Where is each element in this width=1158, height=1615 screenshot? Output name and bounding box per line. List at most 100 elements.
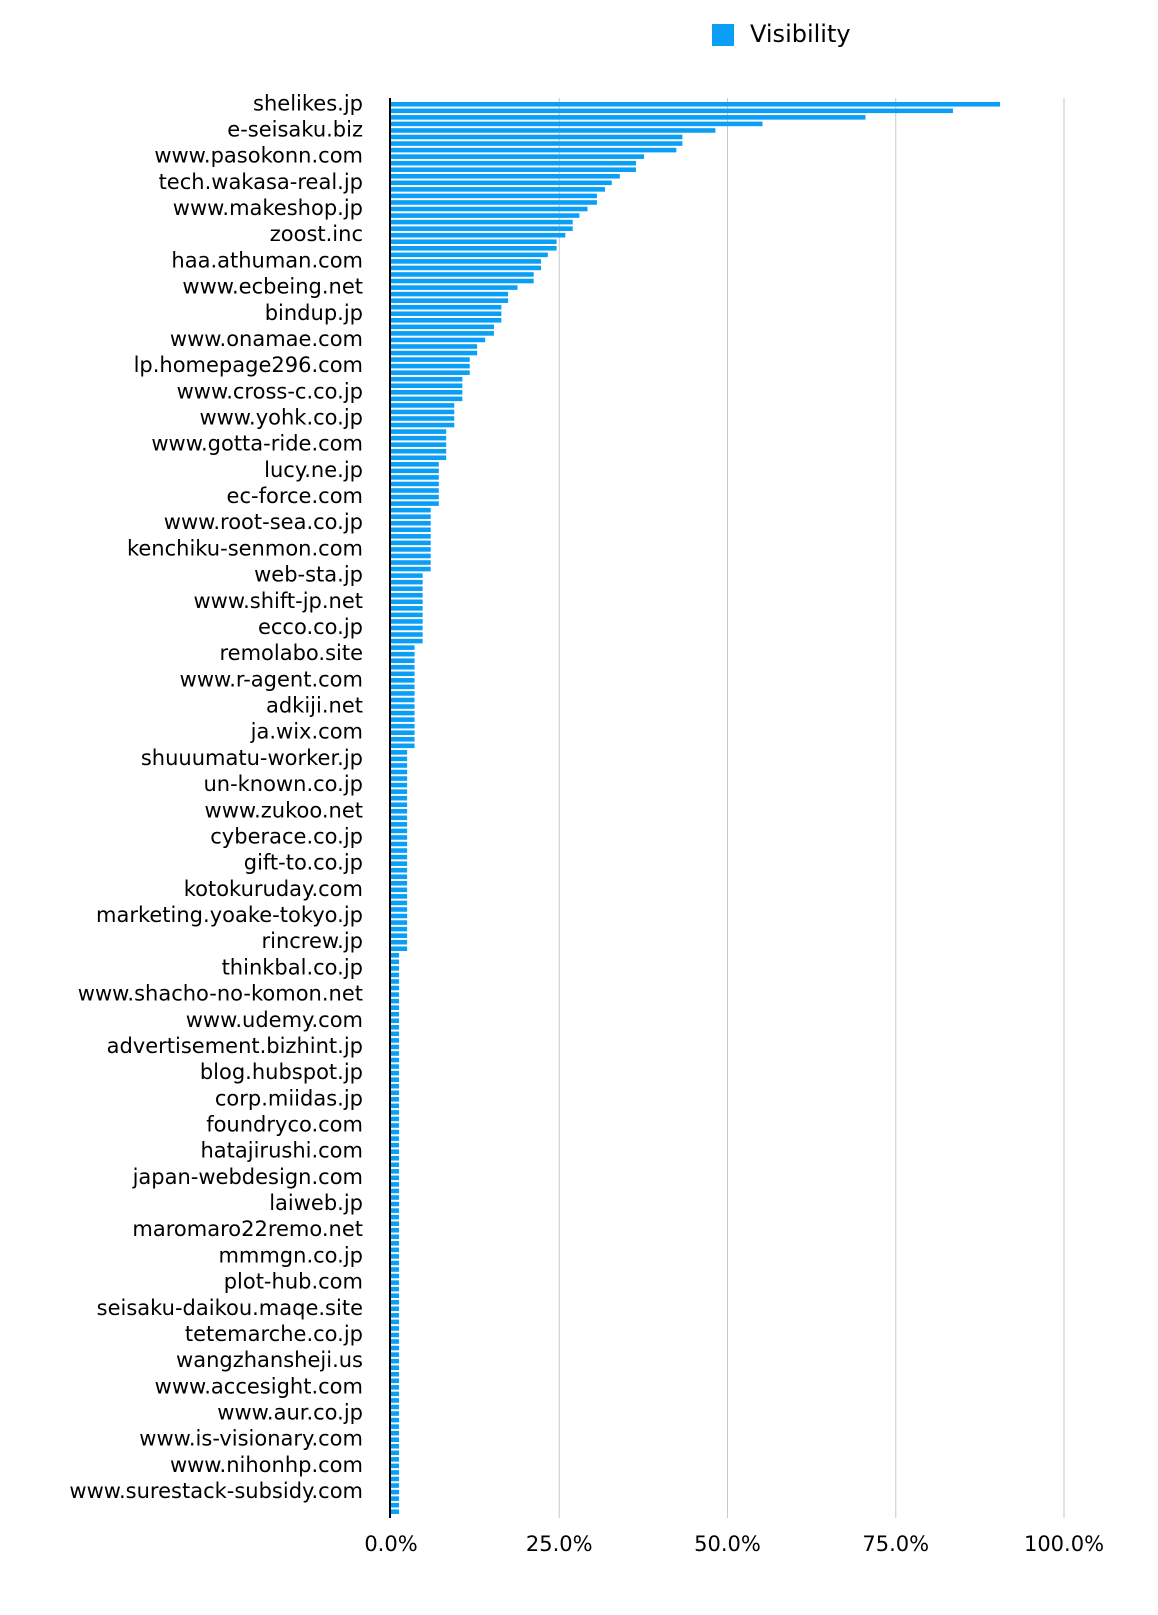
- bar: [391, 200, 597, 205]
- bar: [391, 697, 415, 703]
- bar: [391, 1201, 400, 1207]
- bar: [391, 272, 534, 277]
- bar: [391, 507, 431, 513]
- bar: [391, 750, 408, 755]
- bar: [391, 246, 557, 251]
- bar: [391, 717, 415, 722]
- category-label: cyberace.co.jp: [210, 824, 363, 848]
- bar: [391, 331, 494, 336]
- bar: [391, 874, 408, 880]
- bar: [391, 566, 431, 572]
- category-label: www.ecbeing.net: [182, 275, 363, 299]
- bar: [391, 121, 763, 127]
- bar: [391, 527, 431, 533]
- bar: [391, 1188, 400, 1194]
- bar: [391, 638, 423, 644]
- bar: [391, 219, 573, 225]
- bar: [391, 363, 470, 369]
- bar: [391, 435, 447, 441]
- category-label: www.shift-jp.net: [194, 589, 364, 613]
- bar: [391, 462, 439, 467]
- bar: [391, 1077, 400, 1082]
- bar: [391, 108, 953, 114]
- bar: [391, 939, 408, 945]
- bar: [391, 1241, 400, 1246]
- bar: [391, 193, 597, 199]
- bar: [391, 1018, 400, 1024]
- bar: [391, 1005, 400, 1010]
- bar: [391, 684, 415, 690]
- category-label: www.udemy.com: [186, 1008, 363, 1032]
- bar: [391, 298, 509, 303]
- bar: [391, 1339, 400, 1344]
- bar: [391, 953, 400, 958]
- bar: [391, 815, 408, 821]
- category-label: bindup.jp: [265, 301, 363, 325]
- bar: [391, 304, 502, 310]
- category-label: marketing.yoake-tokyo.jp: [96, 903, 363, 927]
- category-label: www.yohk.co.jp: [199, 406, 363, 430]
- bar: [391, 173, 620, 179]
- bar: [391, 736, 415, 742]
- bar: [391, 501, 439, 506]
- bar: [391, 187, 606, 192]
- bar: [391, 730, 415, 736]
- bar: [391, 1286, 400, 1292]
- bar: [391, 867, 408, 873]
- bar: [391, 795, 408, 801]
- bar: [391, 403, 455, 408]
- bar: [391, 802, 408, 808]
- bar: [391, 422, 455, 428]
- category-label: www.accesight.com: [155, 1374, 363, 1398]
- category-label: www.cross-c.co.jp: [177, 379, 363, 403]
- bar: [391, 1502, 400, 1508]
- bar: [391, 206, 588, 212]
- x-tick-label: 25.0%: [526, 1532, 593, 1556]
- category-label: hatajirushi.com: [200, 1139, 363, 1163]
- bar: [391, 1463, 400, 1469]
- bar: [391, 429, 447, 434]
- bar: [391, 579, 423, 585]
- bar: [391, 664, 415, 670]
- bar: [391, 756, 408, 762]
- bar: [391, 586, 423, 591]
- bar: [391, 547, 431, 552]
- bar: [391, 1313, 400, 1318]
- bar: [391, 252, 548, 258]
- bar: [391, 678, 415, 683]
- bar: [391, 1496, 400, 1501]
- bar: [391, 933, 408, 938]
- bar: [391, 1299, 400, 1305]
- bar: [391, 357, 470, 362]
- bar: [391, 147, 677, 153]
- bar: [391, 841, 408, 847]
- bar: [391, 141, 683, 146]
- category-label: shuuumatu-worker.jp: [141, 746, 363, 770]
- bar: [391, 782, 408, 788]
- bar: [391, 880, 408, 886]
- bar: [391, 861, 408, 866]
- category-label: www.root-sea.co.jp: [164, 510, 363, 534]
- bar: [391, 324, 494, 330]
- bar: [391, 370, 470, 375]
- bar: [391, 259, 542, 264]
- bar: [391, 612, 423, 618]
- category-label: zoost.inc: [270, 222, 363, 246]
- category-label: www.nihonhp.com: [170, 1453, 363, 1477]
- bar: [391, 972, 400, 978]
- category-label: web-sta.jp: [254, 563, 363, 587]
- bar: [391, 1103, 400, 1109]
- bar: [391, 946, 408, 952]
- bar: [391, 651, 415, 657]
- bar: [391, 311, 502, 317]
- category-label: www.gotta-ride.com: [151, 432, 363, 456]
- category-label: www.pasokonn.com: [154, 144, 363, 168]
- category-label: thinkbal.co.jp: [222, 955, 363, 979]
- bar: [391, 488, 439, 493]
- bar: [391, 154, 645, 159]
- bar: [391, 1090, 400, 1096]
- category-label: www.r-agent.com: [180, 667, 363, 691]
- bar: [391, 920, 408, 925]
- bar: [391, 704, 415, 709]
